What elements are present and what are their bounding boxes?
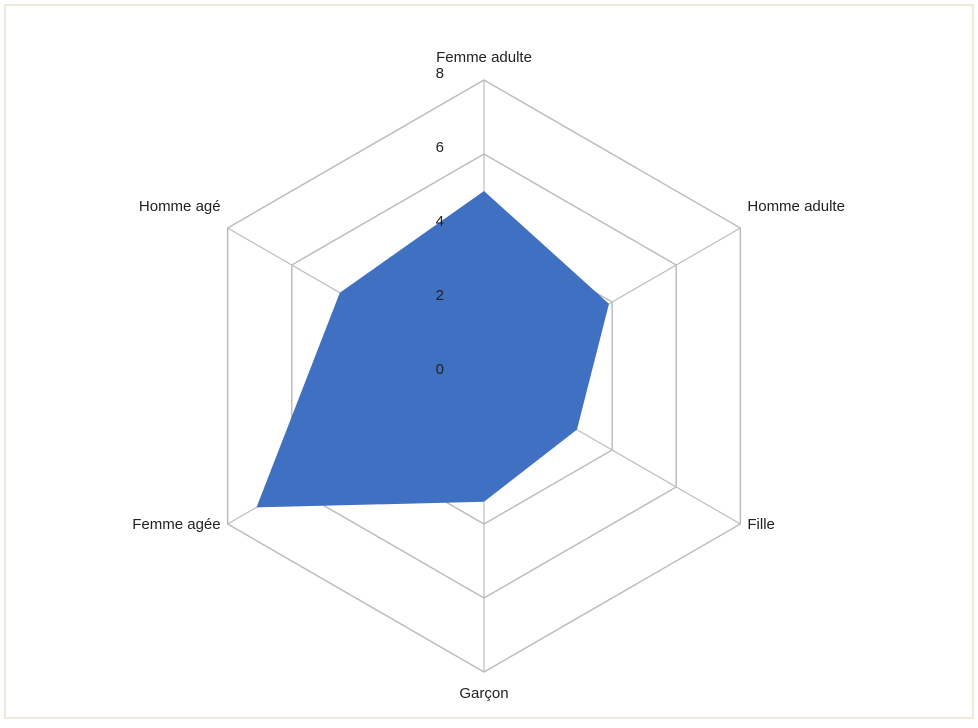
tick-label: 8	[436, 65, 444, 82]
category-label: Fille	[747, 516, 775, 533]
category-label: Femme agée	[132, 516, 220, 533]
category-label: Homme agé	[139, 198, 221, 215]
category-label: Femme adulte	[436, 49, 532, 66]
tick-label: 2	[436, 287, 444, 304]
tick-label: 6	[436, 139, 444, 156]
category-label: Homme adulte	[747, 198, 845, 215]
tick-label: 4	[436, 213, 444, 230]
category-label: Garçon	[459, 685, 508, 702]
radar-area	[256, 191, 609, 508]
tick-label: 0	[436, 361, 444, 378]
